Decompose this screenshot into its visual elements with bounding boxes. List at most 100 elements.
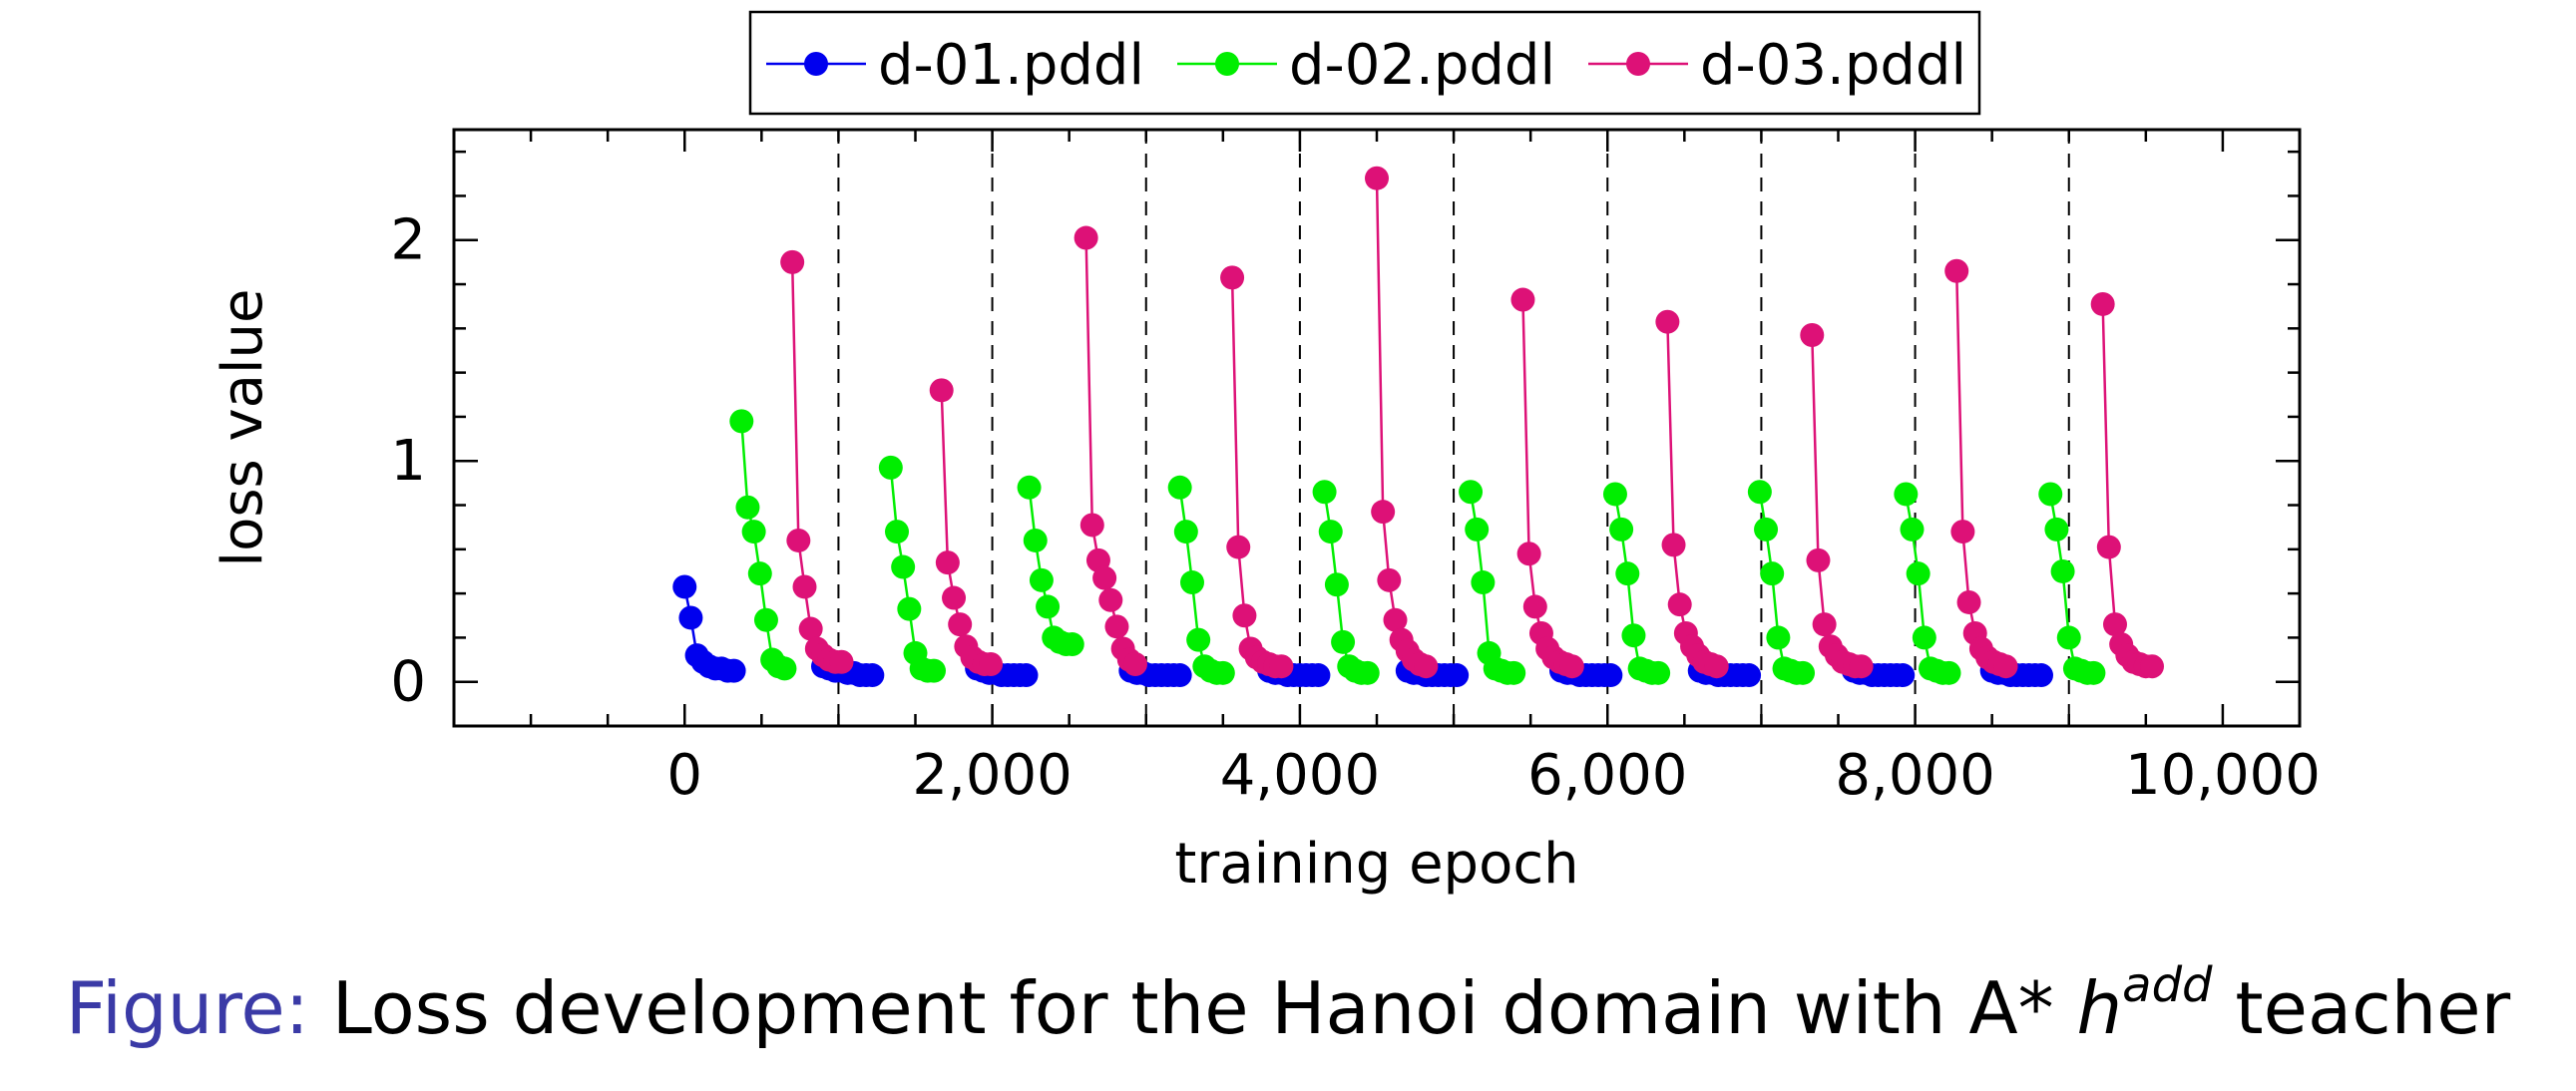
data-point bbox=[1079, 513, 1104, 538]
data-point bbox=[1754, 517, 1779, 542]
data-point bbox=[1655, 309, 1680, 334]
x-tick-label: 2,000 bbox=[912, 743, 1072, 808]
data-point bbox=[1936, 660, 1961, 685]
data-point bbox=[1232, 603, 1257, 628]
data-point bbox=[1737, 663, 1762, 688]
data-point bbox=[878, 455, 903, 480]
data-point bbox=[721, 658, 746, 683]
data-point bbox=[1891, 663, 1916, 688]
data-point bbox=[1993, 654, 2018, 679]
legend-marker bbox=[804, 52, 828, 76]
caption-star: * bbox=[2017, 966, 2054, 1050]
x-tick-label: 8,000 bbox=[1835, 743, 1994, 808]
data-point bbox=[1220, 265, 1245, 290]
data-point bbox=[1383, 607, 1408, 632]
data-point bbox=[1377, 567, 1402, 592]
data-point bbox=[929, 378, 954, 403]
data-point bbox=[2140, 654, 2164, 679]
data-point bbox=[1602, 482, 1627, 507]
data-point bbox=[1324, 572, 1349, 597]
data-point bbox=[1667, 592, 1692, 617]
data-point bbox=[891, 554, 916, 579]
legend-label: d-02.pddl bbox=[1289, 33, 1555, 98]
data-point bbox=[1414, 654, 1439, 679]
data-point bbox=[2029, 663, 2053, 688]
data-point bbox=[1646, 660, 1671, 685]
data-point bbox=[979, 651, 1004, 676]
data-point bbox=[2090, 291, 2115, 316]
data-point bbox=[1704, 654, 1729, 679]
data-point bbox=[729, 409, 754, 434]
data-point bbox=[1269, 654, 1294, 679]
caption-prefix: Figure: bbox=[65, 966, 309, 1050]
data-point bbox=[1122, 651, 1147, 676]
data-point bbox=[1060, 632, 1084, 657]
axis-ticks bbox=[454, 130, 2302, 728]
data-point bbox=[1465, 517, 1490, 542]
data-point bbox=[1510, 287, 1535, 312]
data-point bbox=[1812, 612, 1837, 637]
legend-box bbox=[748, 10, 1981, 116]
data-point bbox=[1210, 660, 1235, 685]
data-point bbox=[2103, 612, 2127, 637]
x-tick-label: 4,000 bbox=[1220, 743, 1380, 808]
legend-label: d-01.pddl bbox=[878, 33, 1144, 98]
figure-caption: Figure: Loss development for the Hanoi d… bbox=[0, 957, 2576, 1050]
data-point bbox=[1092, 565, 1117, 590]
caption-suffix: teacher bbox=[2235, 966, 2511, 1050]
data-point bbox=[1318, 520, 1343, 545]
data-point bbox=[1331, 629, 1356, 654]
axis-tick-labels: 0 2,000 4,000 6,000 8,000 10,000 0 1 2 bbox=[390, 208, 2321, 808]
series-line bbox=[1028, 487, 1073, 646]
phase-dividers bbox=[837, 130, 2070, 726]
data-point bbox=[780, 249, 805, 274]
data-point bbox=[1912, 625, 1936, 650]
data-point bbox=[1014, 663, 1039, 688]
legend-label: d-03.pddl bbox=[1700, 33, 1966, 98]
y-tick-label: 0 bbox=[390, 650, 426, 715]
caption-superscript: add bbox=[2122, 957, 2213, 1013]
data-point bbox=[2038, 482, 2063, 507]
data-point bbox=[1104, 614, 1129, 639]
data-point bbox=[948, 612, 973, 637]
x-tick-label: 10,000 bbox=[2125, 743, 2321, 808]
data-point bbox=[1849, 654, 1874, 679]
data-point bbox=[1894, 482, 1919, 507]
x-tick-label: 6,000 bbox=[1527, 743, 1687, 808]
series-line bbox=[1375, 178, 1427, 668]
data-point bbox=[1800, 322, 1825, 347]
data-point bbox=[1766, 625, 1791, 650]
data-point bbox=[1944, 258, 1969, 283]
data-point bbox=[772, 656, 797, 681]
data-point bbox=[1073, 225, 1098, 250]
data-point bbox=[1173, 520, 1198, 545]
data-point bbox=[1906, 561, 1931, 586]
data-point bbox=[1760, 561, 1785, 586]
data-point bbox=[798, 616, 823, 641]
data-point bbox=[1615, 561, 1640, 586]
caption-text: Loss development for the Hanoi domain wi… bbox=[331, 966, 2018, 1050]
caption-h: h bbox=[2076, 966, 2123, 1050]
data-point bbox=[829, 649, 854, 674]
data-point bbox=[1459, 480, 1484, 505]
data-point bbox=[672, 574, 697, 599]
data-point bbox=[935, 550, 960, 575]
data-point bbox=[1806, 547, 1831, 572]
data-point bbox=[1445, 663, 1470, 688]
y-tick-label: 2 bbox=[390, 208, 426, 273]
data-point bbox=[1559, 654, 1584, 679]
y-tick-label: 1 bbox=[390, 429, 426, 494]
data-point bbox=[1167, 663, 1192, 688]
data-point bbox=[1017, 475, 1042, 500]
data-point bbox=[2044, 517, 2069, 542]
data-point bbox=[1036, 594, 1061, 619]
data-point bbox=[1502, 660, 1526, 685]
data-point bbox=[2096, 535, 2121, 559]
data-point bbox=[792, 574, 817, 599]
data-point bbox=[1950, 520, 1975, 545]
data-point bbox=[1471, 570, 1496, 595]
data-point bbox=[860, 663, 885, 688]
data-point bbox=[2050, 558, 2075, 583]
y-axis-title: loss value bbox=[211, 289, 275, 567]
series-line bbox=[2101, 303, 2152, 668]
